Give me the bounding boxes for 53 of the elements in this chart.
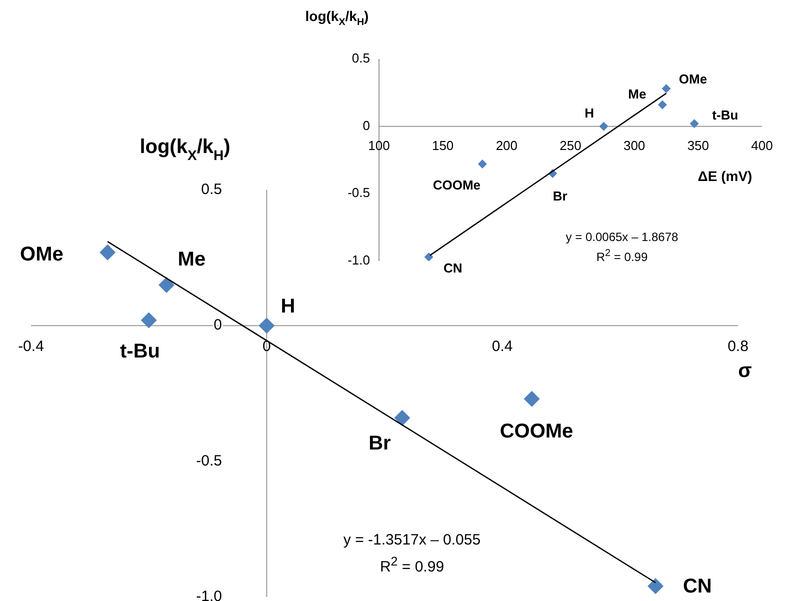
- y-tick-label: -0.5: [196, 452, 222, 470]
- annotation: Br: [552, 188, 568, 204]
- annotation: COOMe: [432, 177, 481, 192]
- point: [100, 244, 116, 260]
- y-tick-label: -1.0: [348, 252, 370, 268]
- x-tick-label: 250: [560, 138, 582, 154]
- annotation: R$^{2}$ = 0.99: [596, 248, 648, 264]
- y-tick-label: 0.5: [201, 180, 222, 198]
- annotation: H: [280, 296, 296, 318]
- point: [424, 252, 434, 261]
- x-tick-label: -0.4: [18, 338, 44, 355]
- annotation: Me: [178, 248, 206, 272]
- point: [524, 390, 540, 407]
- x-tick-label: 150: [432, 138, 454, 154]
- annotation: CN: [444, 260, 462, 276]
- point: [690, 119, 699, 128]
- x-tick-label: 350: [687, 138, 710, 154]
- annotation: t-Bu: [712, 107, 738, 122]
- x-tick-label: 0.8: [728, 338, 748, 355]
- x-tick-label: 400: [751, 138, 773, 154]
- annotation: Br: [368, 432, 391, 456]
- x-tick-label: 200: [496, 138, 518, 154]
- y-tick-label: -1.0: [196, 588, 222, 601]
- point: [140, 312, 157, 328]
- annotation: y = 0.0065x – 1.8678: [566, 230, 678, 244]
- y-tick-label: -0.5: [348, 185, 370, 200]
- annotation: OMe: [678, 71, 708, 86]
- x-tick-label: 100: [368, 138, 390, 154]
- annotation: Me: [628, 86, 646, 102]
- annotation: CN: [682, 576, 712, 599]
- point: [658, 100, 667, 110]
- y-axis-title: log(k$_{X}$/k$_{H}$): [140, 136, 230, 163]
- annotation: t-Bu: [120, 340, 160, 364]
- point: [478, 160, 487, 169]
- x-axis-title: ΔE (mV): [698, 168, 752, 184]
- point: [158, 276, 175, 293]
- y-axis-title: log(k$_{X}$/k$_{H}$): [305, 8, 369, 28]
- y-tick-label: 0: [214, 316, 222, 334]
- annotation: COOMe: [500, 420, 574, 444]
- point: [394, 410, 410, 426]
- point: [599, 122, 608, 131]
- x-axis-title: σ: [738, 360, 752, 382]
- annotation: H: [584, 105, 594, 120]
- point: [258, 318, 275, 334]
- y-tick-label: 0: [362, 118, 370, 133]
- point: [648, 578, 664, 594]
- x-tick-label: 300: [623, 138, 646, 154]
- y-tick-label: 0.5: [352, 50, 370, 66]
- x-tick-label: 0.4: [492, 338, 513, 355]
- annotation: OMe: [20, 243, 64, 266]
- annotation: R$^{2}$ = 0.99: [380, 554, 444, 576]
- point: [662, 84, 671, 94]
- annotation: y = -1.3517x – 0.055: [343, 532, 481, 548]
